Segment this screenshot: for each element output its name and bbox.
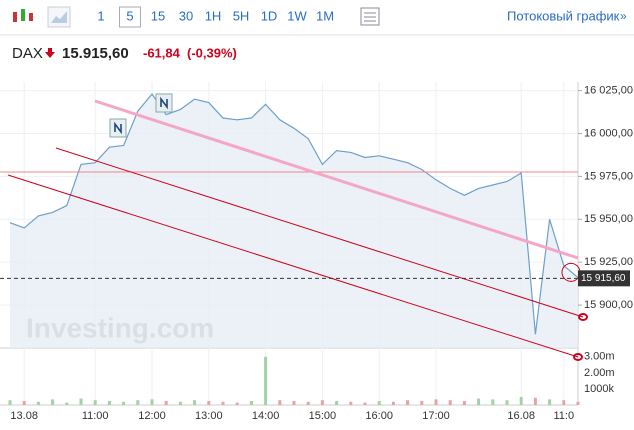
area	[10, 94, 578, 348]
x-tick-label: 11:00	[82, 410, 109, 422]
volume-bar	[278, 400, 282, 405]
y-tick-label: 15 900,00	[584, 299, 633, 311]
volume-bar	[462, 400, 466, 405]
down-arrow	[45, 48, 55, 58]
x-tick-label: 16.08	[507, 410, 535, 422]
volume-bar	[292, 400, 296, 405]
symbol: DAX	[12, 45, 43, 62]
change-percent: (-0,39%)	[187, 45, 237, 60]
volume-bar	[93, 400, 97, 405]
stream-chart-link[interactable]: Потоковый график	[507, 8, 620, 23]
interval-button[interactable]: 1	[97, 8, 104, 23]
volume-bar	[164, 400, 168, 405]
volume-tick-label: 3.00m	[584, 351, 615, 363]
drawn-trendline	[55, 147, 584, 318]
x-tick-label: 12:00	[138, 410, 166, 422]
volume-bar	[377, 400, 381, 405]
settings-icon[interactable]	[360, 7, 380, 26]
interval-button[interactable]: 5	[126, 8, 133, 23]
volume-bar	[36, 401, 40, 405]
volume-bar	[221, 401, 225, 405]
volume-bar	[349, 401, 353, 405]
volume-tick-label: 1000k	[584, 383, 614, 395]
volume-bar	[306, 401, 310, 405]
drawn-trendline	[94, 99, 579, 260]
volume-bar	[505, 400, 509, 405]
last-price-tag	[578, 270, 630, 287]
icon-part	[51, 11, 67, 23]
volume-tick-label: 2.00m	[584, 367, 615, 379]
icon-part	[13, 12, 17, 22]
handle	[578, 313, 588, 321]
volume-bar	[136, 400, 140, 405]
volume-bar	[406, 400, 410, 405]
interval-button[interactable]: 1H	[205, 8, 222, 23]
volume-bar	[420, 400, 424, 405]
y-tick-label: 16 000,00	[584, 127, 633, 139]
interval-button[interactable]: 1M	[316, 8, 334, 23]
y-tick-label: 15 950,00	[584, 213, 633, 225]
news-marker-glyph	[160, 96, 168, 110]
area-icon[interactable]	[47, 6, 71, 28]
x-tick-label: 16:00	[365, 410, 393, 422]
x-tick-label: 13:00	[195, 410, 223, 422]
volume-bar	[193, 400, 197, 405]
candle-icon[interactable]	[13, 9, 33, 22]
volume-bar	[363, 402, 367, 405]
volume-bar	[477, 398, 481, 405]
interval-button[interactable]: 5H	[233, 8, 250, 23]
volume-bar	[533, 397, 537, 405]
volume-bar	[548, 399, 552, 405]
last-price-label: 15 915,60	[581, 273, 626, 284]
volume-bar	[150, 399, 154, 405]
icon-part	[29, 13, 33, 21]
x-tick-label: 14:00	[252, 410, 280, 422]
volume-bar	[320, 400, 324, 405]
y-tick-label: 15 925,00	[584, 256, 633, 268]
handle	[573, 353, 583, 361]
volume-bar	[391, 401, 395, 405]
volume-bar	[519, 396, 523, 405]
volume-bar	[576, 401, 580, 405]
change: -61,84	[143, 45, 181, 60]
y-tick-label: 15 975,00	[584, 170, 633, 182]
interval-button[interactable]: 30	[179, 8, 193, 23]
volume-bar	[122, 401, 126, 405]
interval-button[interactable]: 1D	[261, 8, 278, 23]
volume-bar	[22, 400, 26, 405]
selected-interval-box	[119, 6, 141, 28]
volume-bar	[207, 400, 211, 405]
volume-bar	[562, 400, 566, 405]
news-marker[interactable]	[109, 118, 127, 138]
x-tick-label: 15:00	[309, 410, 337, 422]
interval-button[interactable]: 15	[151, 8, 165, 23]
chevron-icon[interactable]: »	[620, 9, 627, 23]
volume-bar	[448, 400, 452, 405]
volume-bar	[65, 402, 69, 405]
news-marker[interactable]	[155, 93, 173, 113]
volume-bar	[235, 402, 239, 405]
volume-bar	[79, 398, 83, 405]
volume-bar	[8, 400, 12, 405]
volume-bar	[51, 399, 55, 405]
price-line	[9, 93, 579, 335]
y-tick-label: 16 025,00	[584, 84, 633, 96]
news-marker-glyph	[114, 121, 122, 135]
volume-bar	[434, 399, 438, 405]
x-tick-label: 11:0	[554, 410, 575, 422]
icon-part	[21, 9, 25, 21]
x-tick-label: 17:00	[422, 410, 450, 422]
price: 15.915,60	[62, 45, 129, 62]
x-tick-label: 13.08	[10, 410, 38, 422]
volume-bar	[264, 356, 268, 405]
volume-bar	[335, 400, 339, 405]
volume-bar	[249, 400, 253, 405]
volume-bar	[491, 399, 495, 405]
drawn-trendline	[7, 174, 579, 358]
volume-bar	[107, 400, 111, 405]
interval-button[interactable]: 1W	[287, 8, 307, 23]
volume-bar	[178, 401, 182, 405]
